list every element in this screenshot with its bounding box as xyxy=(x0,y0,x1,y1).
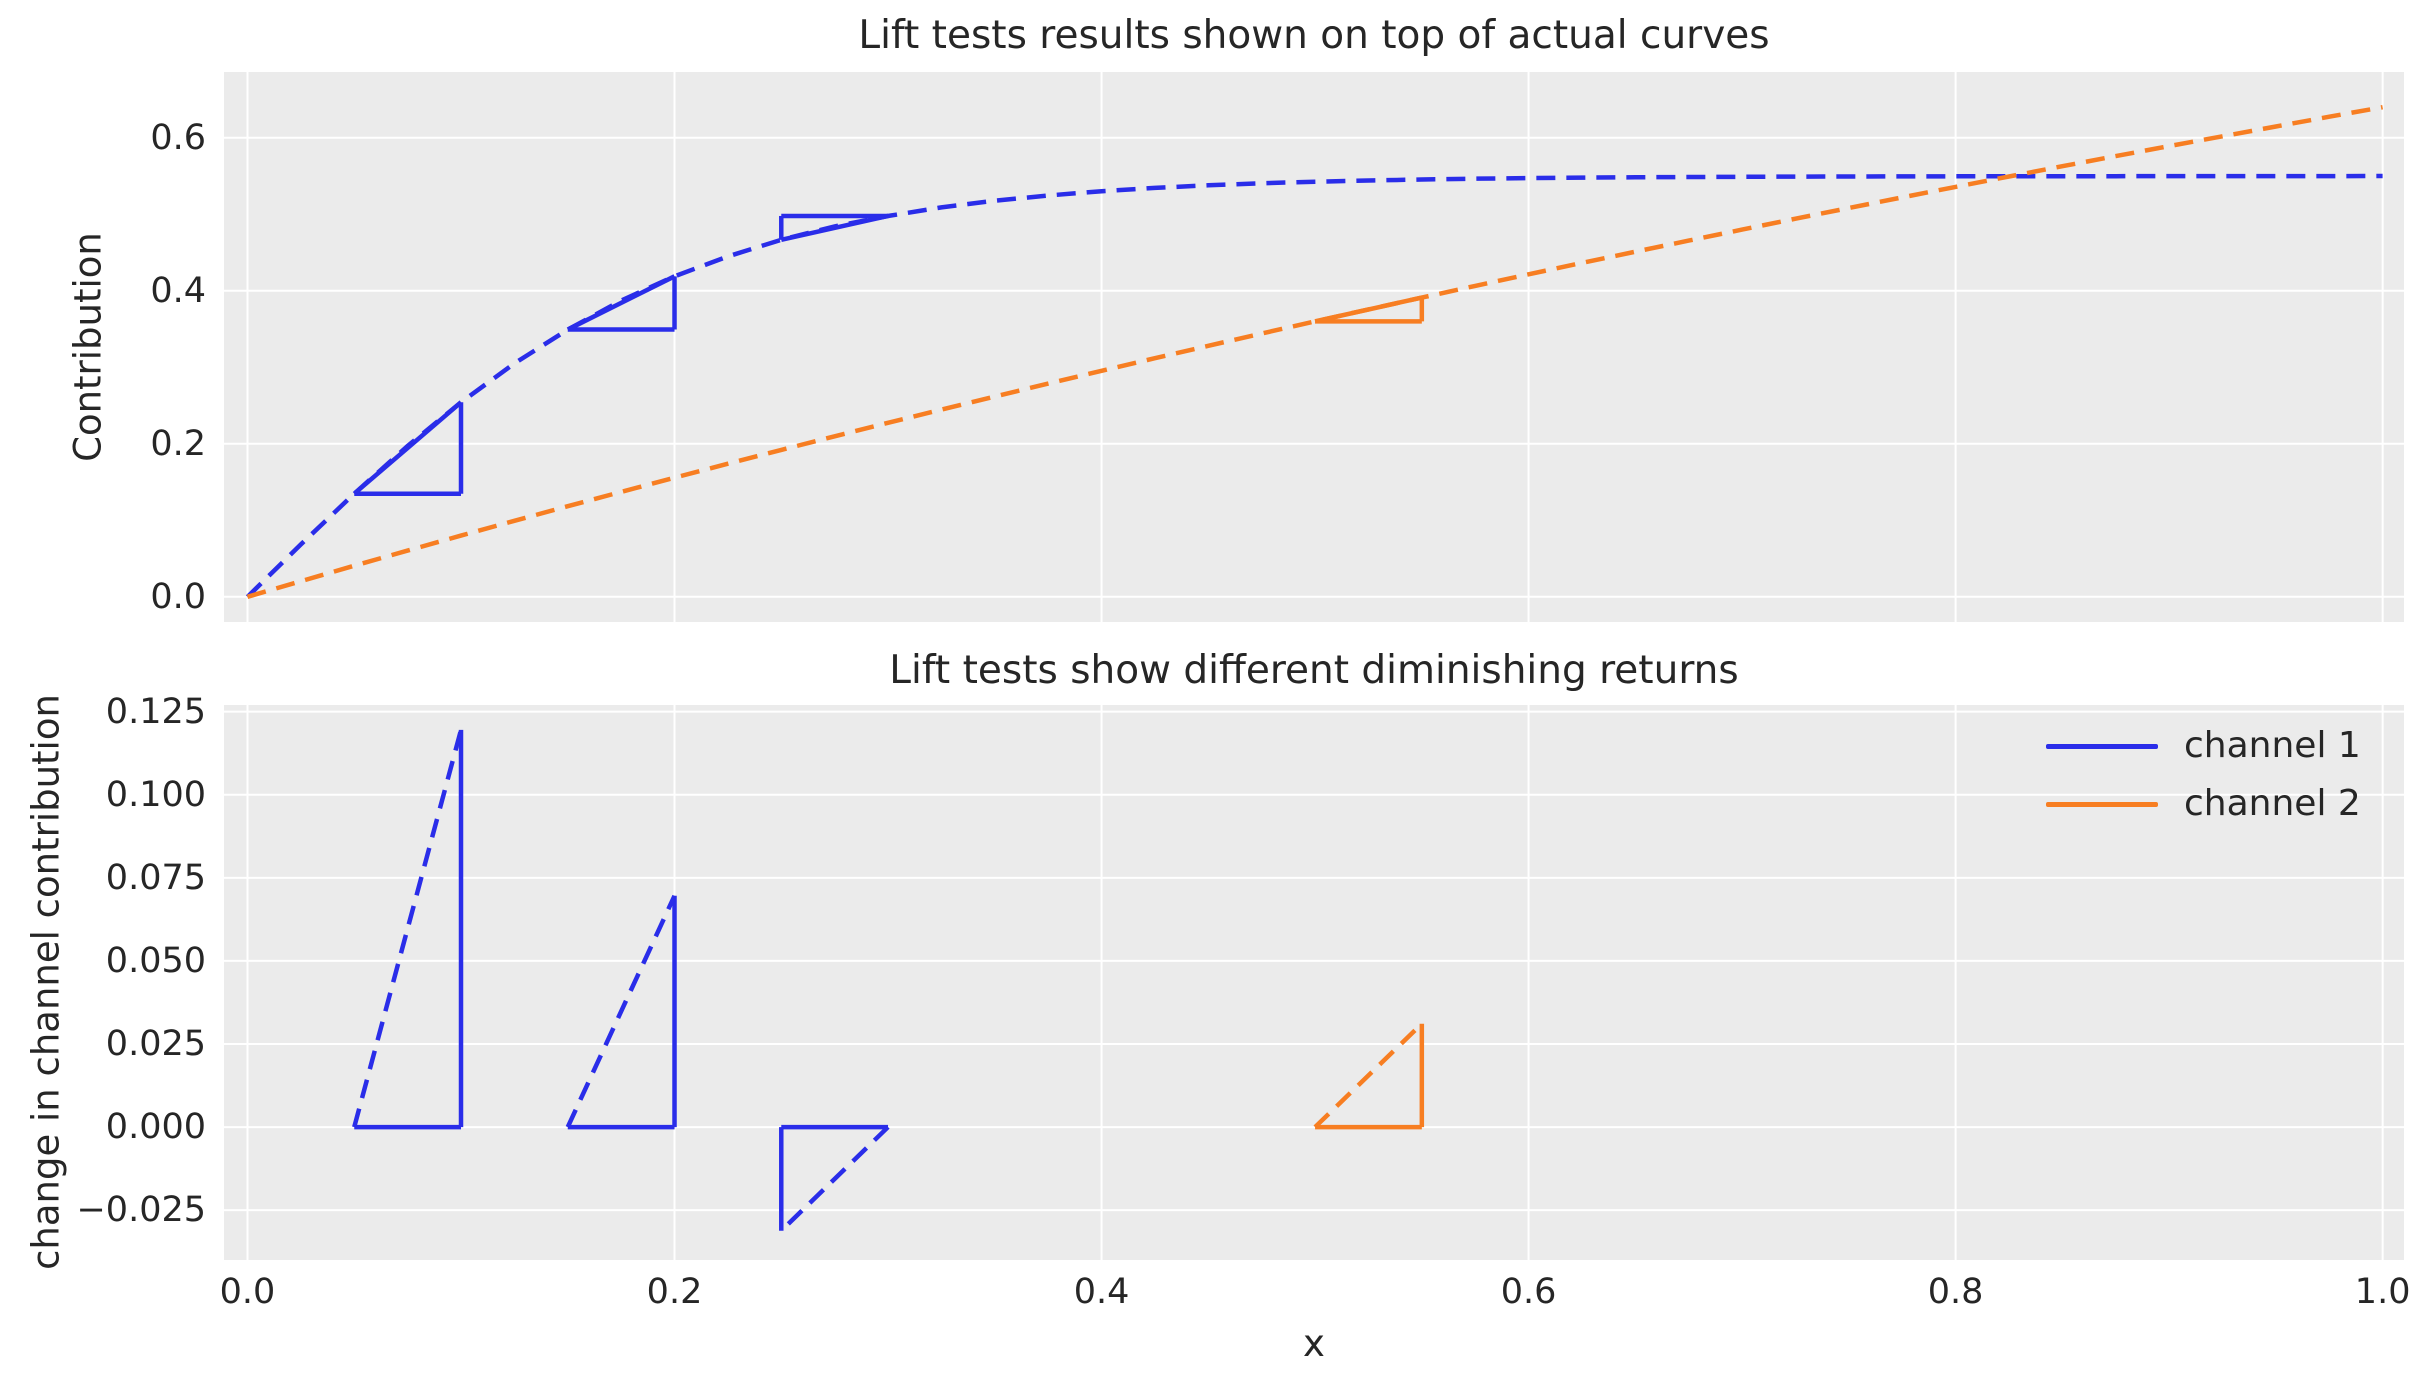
lift-test-2-hypotenuse xyxy=(566,274,676,332)
x-axis-label: x xyxy=(1303,1322,1325,1365)
y-tick-label: 0.6 xyxy=(150,117,206,158)
lift-test-1-hypotenuse xyxy=(352,400,463,496)
y-tick-label: 0.0 xyxy=(150,576,206,617)
axes-background xyxy=(224,705,2404,1260)
x-tick-label: 0.8 xyxy=(1927,1272,1984,1312)
y-tick-label: 0.125 xyxy=(105,691,206,732)
y-tick-label: 0.100 xyxy=(105,774,206,815)
channel-2-line-swatch xyxy=(2046,801,2158,807)
y-tick-label: 0.000 xyxy=(105,1107,206,1148)
lift-test-3-hypotenuse xyxy=(780,213,889,243)
x-tick-label: 0.2 xyxy=(646,1272,703,1312)
x-tick-label: 0.0 xyxy=(219,1272,276,1312)
legend-item-channel-2: channel 2 xyxy=(2046,782,2361,826)
x-tick-label: 0.6 xyxy=(1500,1272,1557,1312)
y-tick-label: 0.075 xyxy=(105,857,206,898)
x-tick-label: 1.0 xyxy=(2354,1272,2411,1312)
legend-item-channel-1: channel 1 xyxy=(2046,724,2361,768)
axes-background xyxy=(224,72,2404,622)
curve-channel-2 xyxy=(246,104,2383,599)
y-tick-label: 0.2 xyxy=(150,423,206,464)
legend: channel 1 channel 2 xyxy=(2046,724,2361,826)
lift-test-2-hypotenuse xyxy=(565,894,677,1129)
lift-test-4-hypotenuse xyxy=(1313,1022,1424,1129)
x-tick-label: 0.4 xyxy=(1073,1272,1130,1312)
bottom-plot-title: Lift tests show different diminishing re… xyxy=(889,648,1739,693)
lift-test-1-hypotenuse xyxy=(352,729,464,1128)
channel-1-line-swatch xyxy=(2046,743,2158,749)
y-tick-label: −0.025 xyxy=(76,1190,206,1231)
top-plot-title: Lift tests results shown on top of actua… xyxy=(858,13,1770,58)
lift-test-4-hypotenuse xyxy=(1314,295,1423,324)
legend-label-channel-2: channel 2 xyxy=(2184,783,2361,824)
lift-test-3-hypotenuse xyxy=(779,1125,890,1233)
y-tick-label: 0.025 xyxy=(105,1023,206,1064)
y-tick-label: 0.050 xyxy=(105,940,206,981)
y-tick-label: 0.4 xyxy=(150,270,206,311)
legend-label-channel-1: channel 1 xyxy=(2184,725,2361,766)
